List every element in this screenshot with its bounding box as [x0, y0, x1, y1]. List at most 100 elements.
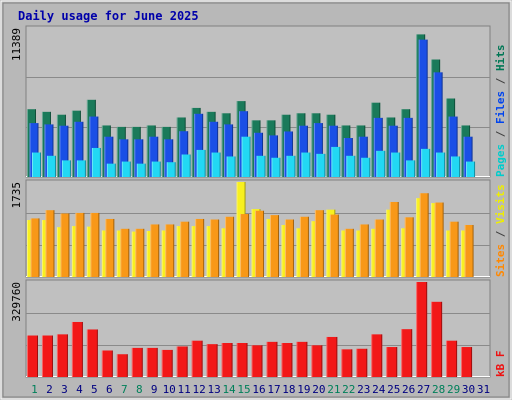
- panel-top-day-1: [27, 109, 41, 177]
- sites-bar: [344, 228, 354, 277]
- x-tick-label: 24: [372, 383, 386, 396]
- x-tick-label: 28: [432, 383, 445, 396]
- panel-top-day-26: [401, 109, 416, 177]
- panel-top-legend-item-0: Pages: [494, 144, 507, 177]
- panel-bot-day-21: [326, 336, 338, 377]
- kbf-bar: [326, 336, 338, 377]
- sites-bar: [374, 219, 384, 277]
- panel-mid-day-26: [401, 217, 414, 277]
- kbf-bar: [221, 343, 233, 377]
- panel-top-day-15: [236, 101, 251, 177]
- pages-bar: [241, 136, 251, 177]
- panel-mid-day-22: [341, 228, 354, 277]
- kbf-bar: [101, 350, 113, 377]
- panel-bot-day-25: [386, 347, 398, 377]
- panel-bot-day-9: [146, 347, 158, 377]
- files-bar: [373, 117, 383, 177]
- panel-mid-day-24: [371, 219, 384, 277]
- panel-top-max-label: 11389: [10, 28, 23, 61]
- x-tick-label: 31: [477, 383, 490, 396]
- kbf-bar: [176, 346, 188, 377]
- kbf-bar: [27, 335, 38, 377]
- sites-bar: [314, 210, 324, 277]
- panel-bot-day-28: [431, 301, 443, 377]
- kbf-bar: [446, 340, 458, 377]
- kbf-bar: [251, 345, 263, 377]
- panel-bot-day-15: [236, 343, 248, 377]
- chart-title: Daily usage for June 2025: [18, 9, 199, 23]
- sites-bar: [195, 218, 205, 277]
- pages-bar: [286, 155, 296, 177]
- panel-top-day-12: [191, 107, 206, 177]
- pages-bar: [211, 152, 221, 177]
- x-tick-label: 10: [163, 383, 176, 396]
- x-tick-label: 17: [267, 383, 280, 396]
- sites-bar: [75, 212, 85, 277]
- panel-top-day-2: [41, 111, 56, 177]
- panel-bot-day-17: [266, 341, 278, 377]
- x-tick-label: 22: [342, 383, 355, 396]
- sites-bar: [449, 221, 459, 277]
- files-bar: [418, 39, 428, 177]
- kbf-bar: [131, 347, 143, 377]
- panel-bot-day-30: [461, 347, 473, 377]
- pages-bar: [346, 155, 356, 177]
- kbf-bar: [86, 329, 98, 377]
- panel-mid-day-30: [461, 224, 474, 277]
- x-tick-label: 18: [282, 383, 295, 396]
- panel-mid-day-6: [101, 218, 115, 277]
- pages-bar: [106, 163, 116, 177]
- kbf-bar: [146, 347, 158, 377]
- panel-bot: 329760 kB F: [10, 279, 507, 378]
- kbf-bar: [341, 349, 353, 377]
- sites-bar: [464, 224, 474, 277]
- panel-mid-day-10: [161, 224, 175, 277]
- x-tick-label: 16: [252, 383, 265, 396]
- panel-top-day-23: [356, 125, 371, 177]
- pages-bar: [32, 152, 41, 177]
- sites-bar: [284, 219, 294, 277]
- sites-bar: [434, 202, 444, 277]
- x-tick-label: 25: [387, 383, 400, 396]
- x-tick-label: 4: [76, 383, 83, 396]
- files-bar: [29, 123, 39, 177]
- pages-bar: [466, 161, 476, 177]
- files-bar: [119, 139, 129, 177]
- files-bar: [254, 132, 264, 177]
- files-bar: [283, 131, 293, 177]
- sites-bar: [404, 217, 414, 277]
- panel-top-legend-item-1: /: [494, 124, 507, 144]
- panel-bot-day-24: [371, 334, 383, 377]
- pages-bar: [181, 154, 191, 177]
- panel-top-day-24: [371, 102, 386, 177]
- x-tick-label: 9: [151, 383, 158, 396]
- sites-bar: [299, 216, 309, 277]
- panel-bot-day-2: [41, 335, 53, 377]
- sites-bar: [60, 213, 70, 277]
- panel-top-day-5: [86, 99, 101, 177]
- sites-bar: [419, 193, 429, 277]
- panel-mid-day-12: [191, 218, 205, 277]
- pages-bar: [391, 152, 401, 177]
- panel-mid-day-16: [251, 209, 265, 277]
- panel-top: 11389 Pages / Files / Hits: [10, 25, 507, 178]
- x-axis-day-labels: 1 2 3 4 5 6 7 8 9 10 11 12 13 14 15 16 17 18 19 20 21 22 23 24 2…: [31, 383, 490, 396]
- sites-bar: [45, 210, 55, 277]
- files-bar: [298, 125, 308, 177]
- pages-bar: [451, 156, 461, 177]
- panel-mid-day-27: [416, 193, 429, 277]
- panel-bot-day-11: [176, 346, 188, 377]
- panel-top-day-8: [131, 126, 146, 177]
- x-tick-label: 12: [193, 383, 206, 396]
- panel-mid-legend: Sites / Visits: [494, 184, 507, 277]
- x-tick-label: 13: [207, 383, 220, 396]
- panel-bot-max-label: 329760: [10, 282, 23, 322]
- pages-bar: [226, 156, 236, 177]
- panel-bot-day-19: [296, 341, 308, 377]
- files-bar: [194, 113, 204, 177]
- files-bar: [403, 117, 413, 177]
- panel-top-day-19: [296, 113, 311, 177]
- panel-bot-day-22: [341, 349, 353, 377]
- kbf-bar: [281, 343, 293, 377]
